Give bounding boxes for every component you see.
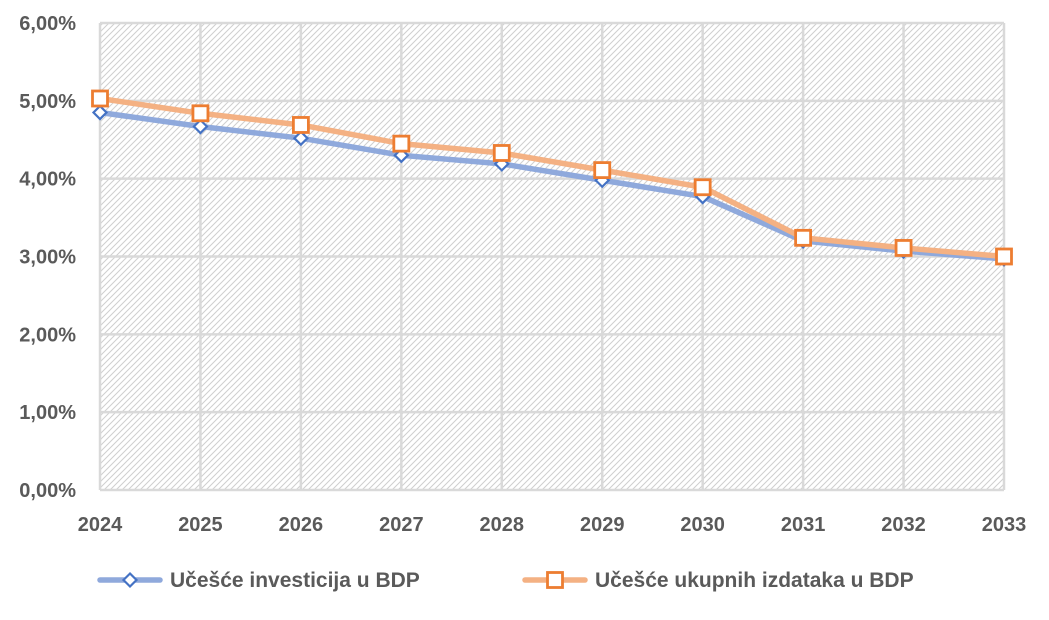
legend-label: Učešće investicija u BDP	[170, 569, 420, 592]
legend-item: Učešće ukupnih izdataka u BDP	[522, 569, 914, 592]
y-tick-label: 4,00%	[19, 169, 76, 191]
x-tick-label: 2031	[781, 514, 826, 536]
data-point-marker	[392, 134, 411, 153]
x-tick-label: 2030	[680, 514, 725, 536]
x-tick-label: 2029	[580, 514, 625, 536]
data-point-marker	[291, 116, 310, 134]
x-tick-label: 2032	[881, 514, 926, 536]
x-tick-label: 2028	[480, 514, 525, 536]
data-point-marker	[794, 228, 813, 247]
legend-item: Učešće investicija u BDP	[97, 569, 420, 592]
series-line	[97, 95, 1007, 260]
legend: Učešće investicija u BDP Učešće ukupnih i…	[97, 569, 914, 592]
data-point-marker	[492, 144, 511, 162]
y-tick-label: 2,00%	[19, 324, 76, 346]
x-tick-label: 2027	[379, 514, 424, 536]
data-point-marker	[91, 104, 109, 121]
y-tick-label: 3,00%	[19, 247, 76, 269]
y-tick-label: 0,00%	[19, 480, 76, 502]
x-tick-label: 2026	[279, 514, 324, 536]
data-point-marker	[192, 118, 209, 135]
data-point-marker	[894, 239, 913, 257]
y-axis-tick-labels: 0,00% 1,00% 2,00% 3,00% 4,00% 5,00% 6,00%	[19, 13, 76, 502]
x-axis-tick-labels: 2024 2025 2026 2027 2028 2029 2030 2031 2032 2033	[78, 514, 1027, 536]
legend-marker	[546, 571, 564, 589]
series-line	[97, 109, 1007, 262]
series-lines	[91, 89, 1013, 267]
data-point-marker	[995, 247, 1013, 266]
data-point-marker	[693, 178, 712, 197]
data-point-marker	[191, 104, 210, 123]
legend-marker	[121, 571, 139, 589]
x-tick-label: 2033	[982, 514, 1027, 536]
data-point-marker	[593, 161, 612, 180]
x-tick-label: 2025	[178, 514, 223, 536]
y-tick-label: 1,00%	[19, 402, 76, 424]
data-point-marker	[91, 89, 109, 108]
series-2	[91, 89, 1013, 266]
x-tick-label: 2024	[78, 514, 123, 536]
legend-label: Učešće ukupnih izdataka u BDP	[595, 569, 914, 592]
data-point-marker	[292, 130, 309, 147]
y-tick-label: 5,00%	[19, 91, 76, 113]
y-tick-label: 6,00%	[19, 13, 76, 35]
